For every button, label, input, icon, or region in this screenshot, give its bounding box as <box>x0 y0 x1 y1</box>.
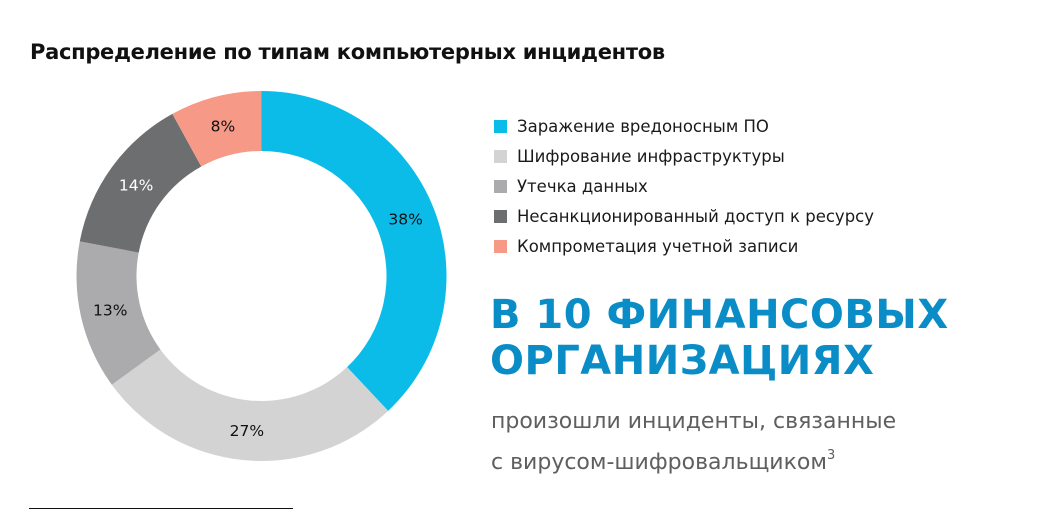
callout-headline-line: В 10 ФИНАНСОВЫХ <box>490 292 949 338</box>
legend-label: Шифрование инфраструктуры <box>517 146 785 166</box>
legend-swatch-icon <box>494 239 507 253</box>
donut-slice <box>79 113 202 253</box>
donut-slice <box>261 91 447 411</box>
legend-label: Утечка данных <box>517 176 648 196</box>
donut-slice <box>172 91 262 167</box>
legend-item: Шифрование инфраструктуры <box>494 141 874 171</box>
legend-item: Компрометация учетной записи <box>494 231 874 261</box>
legend-swatch-icon <box>494 119 507 133</box>
callout-headline: В 10 ФИНАНСОВЫХ ОРГАНИЗАЦИЯХ <box>490 292 949 384</box>
legend-item: Несанкционированный доступ к ресурсу <box>494 201 874 231</box>
donut-slice <box>111 349 389 461</box>
legend-label: Заражение вредоносным ПО <box>517 116 769 136</box>
donut-slices <box>76 91 447 461</box>
callout-headline-line: ОРГАНИЗАЦИЯХ <box>490 338 875 384</box>
footnote-divider <box>29 508 293 509</box>
footnote-reference[interactable]: 3 <box>826 448 836 463</box>
callout-description-line: произошли инциденты, связанные <box>491 409 897 434</box>
legend-item: Заражение вредоносным ПО <box>494 111 874 141</box>
slice-value-label: 13% <box>93 301 127 319</box>
legend-item: Утечка данных <box>494 171 874 201</box>
legend-swatch-icon <box>494 149 507 163</box>
callout-description-text: с вирусом-шифровальщиком <box>491 450 827 475</box>
slice-value-label: 38% <box>388 210 422 228</box>
chart-title: Распределение по типам компьютерных инци… <box>30 40 665 64</box>
chart-legend: Заражение вредоносным ПО Шифрование инфр… <box>494 111 874 261</box>
callout-description: произошли инциденты, связанные с вирусом… <box>491 405 896 480</box>
legend-swatch-icon <box>494 209 507 223</box>
donut-slice <box>76 241 161 385</box>
slice-value-label: 8% <box>211 117 236 135</box>
donut-slice-labels: 38% 27% 13% 14% 8% <box>93 117 423 439</box>
callout-description-line: с вирусом-шифровальщиком3 <box>491 439 896 480</box>
legend-label: Компрометация учетной записи <box>517 236 799 256</box>
slice-value-label: 14% <box>119 176 153 194</box>
slice-value-label: 27% <box>230 422 264 440</box>
legend-swatch-icon <box>494 179 507 193</box>
legend-label: Несанкционированный доступ к ресурсу <box>517 206 874 226</box>
donut-chart: 38% 27% 13% 14% 8% <box>76 91 447 461</box>
